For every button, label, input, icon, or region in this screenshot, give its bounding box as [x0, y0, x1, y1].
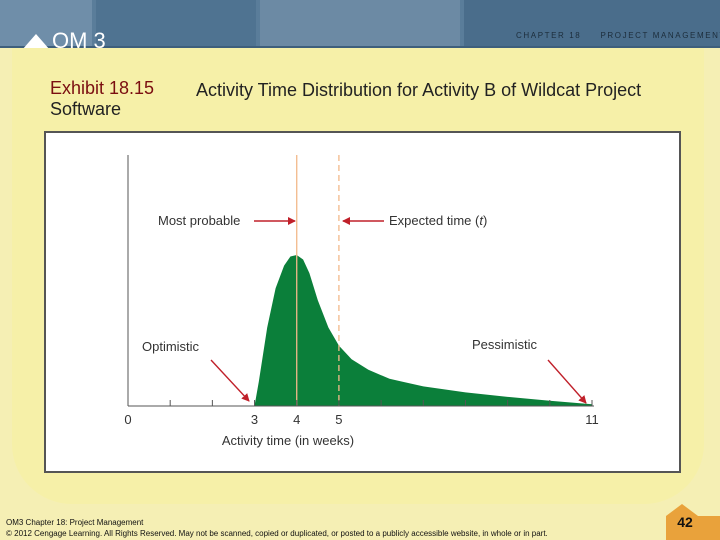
- header-tile: [260, 0, 460, 46]
- annotation-expected-time: Expected time (t): [389, 213, 487, 228]
- page-tab: [666, 504, 720, 540]
- x-tick-labels: 0 3 4 5 11: [124, 412, 598, 427]
- exhibit-number: Exhibit 18.15: [50, 78, 155, 98]
- page-number: 42: [677, 514, 693, 530]
- header-tile: [96, 0, 256, 46]
- footer-copyright: © 2012 Cengage Learning. All Rights Rese…: [6, 529, 548, 538]
- header-bar: [0, 0, 720, 46]
- x-tick-label: 3: [251, 412, 258, 427]
- logo-text: OM 3: [52, 28, 106, 50]
- chapter-label: CHAPTER 18: [516, 31, 582, 40]
- chapter-title: PROJECT MANAGEMENT: [600, 31, 720, 40]
- logo-triangle-icon: [22, 34, 50, 50]
- x-tick-label: 4: [293, 412, 300, 427]
- chart-svg: 0 3 4 5 11 Activity time (in weeks) Most pro…: [124, 155, 599, 448]
- distribution-area: [254, 255, 592, 406]
- header-tile: [464, 0, 720, 46]
- chapter-heading: CHAPTER 18 PROJECT MANAGEMENT: [516, 31, 720, 40]
- x-tick-label: 5: [335, 412, 342, 427]
- optimistic-arrow: [210, 359, 250, 402]
- header-divider: [0, 46, 720, 48]
- x-tick-label: 11: [585, 412, 599, 427]
- x-axis-label: Activity time (in weeks): [222, 433, 354, 448]
- x-ticks: [127, 400, 593, 406]
- page-tab-shape: [666, 504, 720, 540]
- annotation-optimistic: Optimistic: [142, 339, 200, 354]
- x-tick-label: 0: [124, 412, 131, 427]
- footer-course: OM3 Chapter 18: Project Management: [6, 518, 144, 527]
- annotation-pessimistic: Pessimistic: [472, 337, 538, 352]
- exhibit-caption: Activity Time Distribution for Activity …: [196, 80, 642, 100]
- pessimistic-arrow: [547, 359, 587, 404]
- exhibit-number-continued: Software: [50, 99, 122, 119]
- chart-figure: 0 3 4 5 11 Activity time (in weeks) Most pro…: [44, 131, 681, 473]
- annotation-most-probable: Most probable: [158, 213, 240, 228]
- om3-logo: OM 3: [22, 28, 106, 50]
- header-tile: [0, 0, 92, 46]
